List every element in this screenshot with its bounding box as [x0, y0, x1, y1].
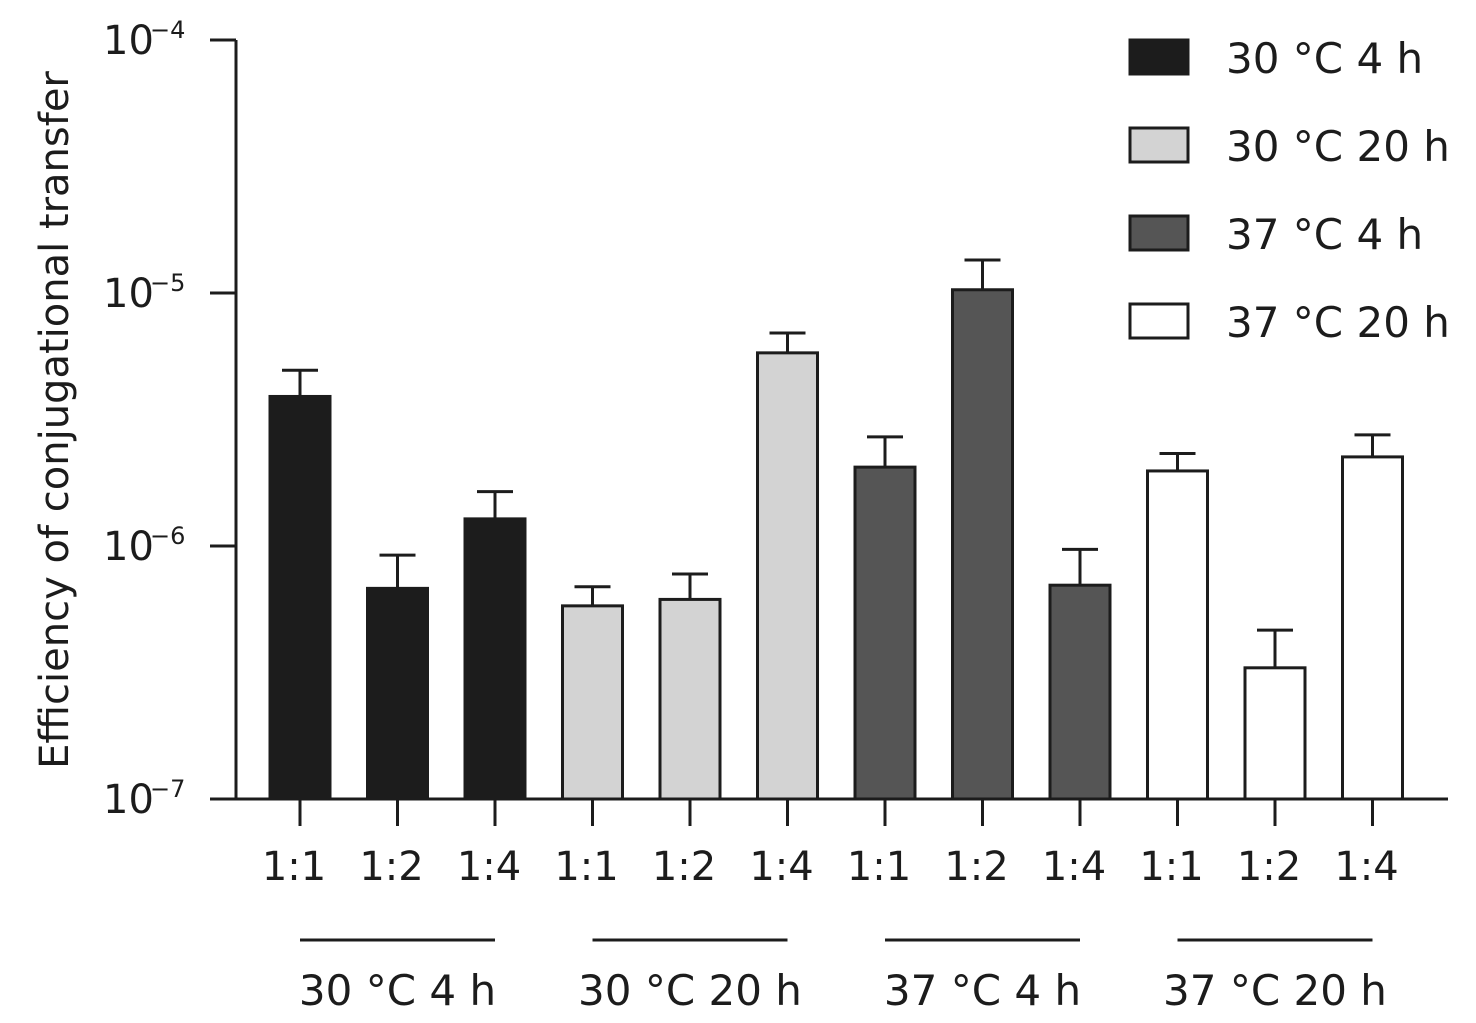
group-label: 37 °C 20 h	[1163, 966, 1387, 1015]
x-tick-label: 1:4	[1042, 844, 1106, 890]
x-tick-label: 1:2	[359, 844, 423, 890]
legend-swatch	[1128, 214, 1190, 252]
bar	[1048, 583, 1112, 801]
group-label: 37 °C 4 h	[884, 966, 1081, 1015]
axes-layer	[234, 40, 1448, 801]
bars-layer	[268, 288, 1404, 801]
legend-swatch	[1128, 302, 1190, 340]
y-tick-label: 10	[103, 271, 154, 317]
y-ticks-layer: 10−710−610−510−4	[103, 16, 236, 823]
bar	[366, 586, 429, 801]
bar	[1243, 666, 1307, 801]
legend-swatch	[1128, 38, 1190, 76]
group-label: 30 °C 20 h	[578, 966, 802, 1015]
y-tick-exponent: −5	[150, 269, 185, 297]
x-tick-label: 1:2	[1237, 844, 1301, 890]
legend: 30 °C 4 h 30 °C 20 h 37 °C 4 h 37 °C 20 h	[1128, 34, 1450, 347]
legend-label: 30 °C 20 h	[1226, 122, 1450, 171]
x-tick-label: 1:1	[262, 844, 326, 890]
bar	[756, 351, 819, 801]
error-bars-layer	[282, 258, 1391, 668]
y-tick-label: 10	[103, 777, 154, 823]
x-tick-label: 1:4	[457, 844, 521, 890]
y-tick-exponent: −4	[150, 16, 185, 44]
group-label: 30 °C 4 h	[299, 966, 496, 1015]
legend-label: 30 °C 4 h	[1226, 34, 1423, 83]
x-ticks-layer: 1:1 1:2 1:4 1:1 1:2 1:4 1:1 1:2 1:4 1:1 1:2 1:4	[262, 799, 1399, 890]
x-tick-label: 1:1	[554, 844, 618, 890]
y-tick-label: 10	[103, 18, 154, 64]
bar	[1341, 455, 1404, 801]
bar	[463, 517, 527, 801]
x-tick-label: 1:4	[1334, 844, 1398, 890]
y-tick-exponent: −7	[150, 775, 185, 803]
y-tick-exponent: −6	[150, 522, 185, 550]
bar	[951, 288, 1014, 801]
bar	[658, 597, 722, 801]
x-tick-label: 1:4	[749, 844, 813, 890]
x-tick-label: 1:1	[1139, 844, 1203, 890]
bar	[561, 604, 624, 801]
bar	[853, 465, 917, 801]
group-labels-layer: 30 °C 4 h 30 °C 20 h 37 °C 4 h 37 °C 20 h	[299, 938, 1387, 1015]
legend-swatch	[1128, 126, 1190, 164]
legend-label: 37 °C 20 h	[1226, 298, 1450, 347]
y-tick-label: 10	[103, 524, 154, 570]
x-tick-label: 1:2	[652, 844, 716, 890]
y-axis-label: Efficiency of conjugational transfer	[32, 71, 78, 769]
x-tick-label: 1:1	[847, 844, 911, 890]
x-tick-label: 1:2	[944, 844, 1008, 890]
legend-label: 37 °C 4 h	[1226, 210, 1423, 259]
bar	[1146, 469, 1209, 801]
bar	[268, 394, 332, 801]
